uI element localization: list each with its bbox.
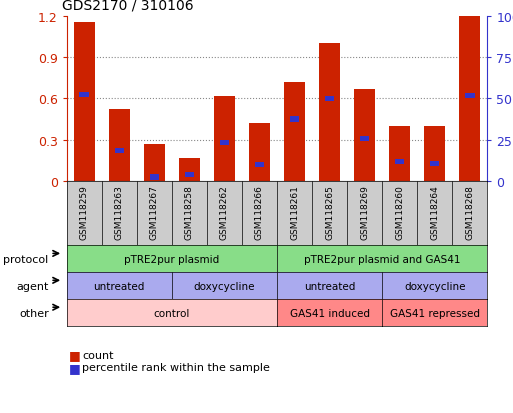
- Bar: [354, 90, 375, 182]
- Bar: [459, 17, 480, 182]
- Bar: [150, 175, 159, 180]
- Text: count: count: [82, 350, 113, 360]
- Bar: [290, 117, 299, 122]
- Text: ■: ■: [69, 349, 81, 362]
- Text: GAS41 induced: GAS41 induced: [290, 308, 369, 318]
- Bar: [360, 136, 369, 142]
- Text: pTRE2pur plasmid: pTRE2pur plasmid: [124, 254, 220, 264]
- Bar: [325, 97, 334, 102]
- Bar: [430, 161, 440, 166]
- Bar: [395, 160, 404, 165]
- Text: agent: agent: [16, 281, 49, 291]
- Text: protocol: protocol: [4, 254, 49, 264]
- Text: doxycycline: doxycycline: [194, 281, 255, 291]
- Text: control: control: [154, 308, 190, 318]
- Bar: [284, 83, 305, 182]
- Bar: [319, 44, 340, 182]
- Text: GAS41 repressed: GAS41 repressed: [390, 308, 480, 318]
- Bar: [214, 96, 235, 182]
- Text: GSM118266: GSM118266: [255, 185, 264, 240]
- Text: GSM118268: GSM118268: [465, 185, 475, 240]
- Text: GSM118258: GSM118258: [185, 185, 194, 240]
- Text: GDS2170 / 310106: GDS2170 / 310106: [62, 0, 193, 12]
- Text: untreated: untreated: [93, 281, 145, 291]
- Bar: [220, 140, 229, 146]
- Text: GSM118259: GSM118259: [80, 185, 89, 240]
- Text: GSM118263: GSM118263: [115, 185, 124, 240]
- Text: untreated: untreated: [304, 281, 356, 291]
- Text: GSM118261: GSM118261: [290, 185, 299, 240]
- Text: GSM118260: GSM118260: [395, 185, 404, 240]
- Bar: [109, 110, 130, 182]
- Bar: [465, 94, 475, 99]
- Bar: [179, 158, 200, 182]
- Text: pTRE2pur plasmid and GAS41: pTRE2pur plasmid and GAS41: [304, 254, 461, 264]
- Bar: [74, 24, 95, 182]
- Text: GSM118269: GSM118269: [360, 185, 369, 240]
- Text: doxycycline: doxycycline: [404, 281, 465, 291]
- Bar: [389, 127, 410, 182]
- Text: percentile rank within the sample: percentile rank within the sample: [82, 363, 270, 373]
- Text: GSM118262: GSM118262: [220, 185, 229, 240]
- Text: GSM118267: GSM118267: [150, 185, 159, 240]
- Bar: [80, 93, 89, 97]
- Bar: [255, 163, 264, 168]
- Bar: [185, 172, 194, 178]
- Bar: [249, 124, 270, 182]
- Text: GSM118265: GSM118265: [325, 185, 334, 240]
- Text: other: other: [19, 308, 49, 318]
- Bar: [114, 149, 124, 154]
- Text: ■: ■: [69, 361, 81, 374]
- Bar: [424, 127, 445, 182]
- Text: GSM118264: GSM118264: [430, 185, 439, 240]
- Bar: [144, 145, 165, 182]
